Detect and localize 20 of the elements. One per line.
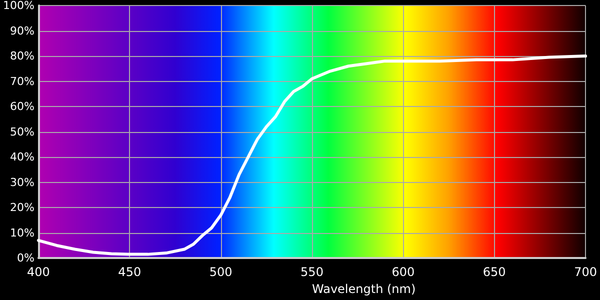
y-tick-label: 100% [2,0,34,12]
y-tick-label: 0% [16,252,34,265]
x-tick-label: 500 [209,265,232,280]
x-tick-label: 450 [118,265,142,280]
x-axis-title: Wavelength (nm) [312,282,416,296]
y-tick-label: 30% [10,176,34,189]
x-tick-label: 700 [574,265,597,280]
y-tick-label: 80% [10,50,34,63]
y-tick-label: 40% [10,150,34,164]
y-tick-label: 60% [10,100,34,114]
y-tick-label: 10% [10,226,34,240]
x-tick-label: 550 [300,265,324,280]
x-tick-label: 650 [482,265,506,280]
y-tick-label: 70% [10,74,34,88]
x-tick-label: 400 [26,265,50,280]
y-tick-label: 90% [10,24,34,38]
y-tick-label: 50% [10,125,34,138]
line-series [36,54,588,256]
y-tick-label: 20% [10,201,34,214]
x-tick-label: 600 [392,265,415,280]
